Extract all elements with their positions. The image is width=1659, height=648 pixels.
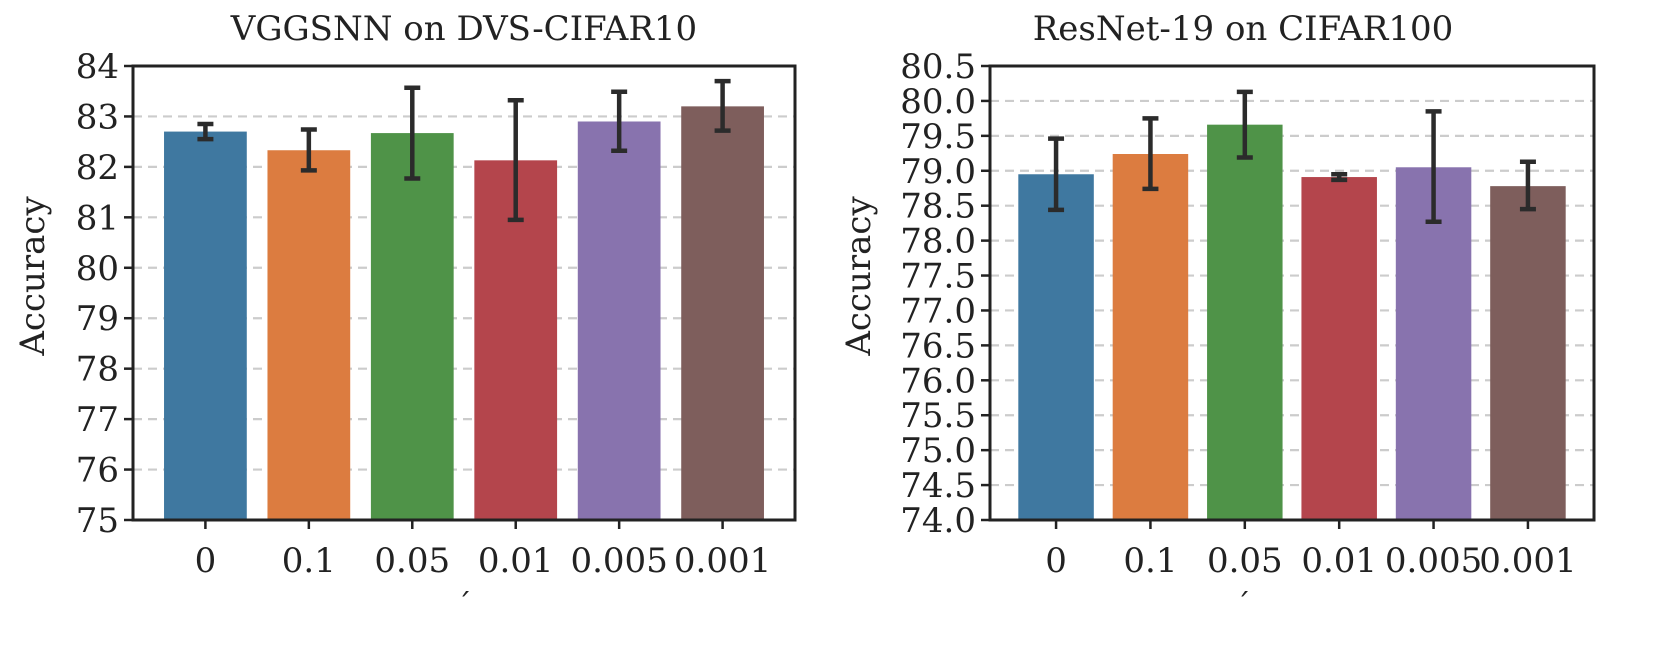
y-tick-label: 84 — [76, 47, 119, 87]
y-ticks: 75 76 77 78 79 80 81 82 83 84 — [76, 47, 133, 541]
chart-resnet19: ResNet-19 on CIFAR100 74.074.575.075.576… — [839, 9, 1596, 623]
y-tick-label: 75.0 — [900, 431, 976, 471]
y-tick-label: 76 — [76, 451, 119, 491]
y-tick-label: 79.0 — [900, 152, 976, 192]
error-bars — [197, 78, 731, 223]
bar — [1112, 154, 1189, 520]
x-axis-label: ´ — [457, 588, 472, 623]
y-tick-label: 82 — [76, 148, 119, 188]
x-tick-label: 0.1 — [1123, 541, 1177, 581]
y-tick-label: 77 — [76, 400, 119, 440]
bars — [164, 106, 764, 521]
y-tick-label: 80 — [76, 249, 119, 289]
x-tick-label: 0.001 — [1479, 541, 1576, 581]
y-tick-label: 74.5 — [900, 466, 976, 506]
y-tick-label: 79.5 — [900, 117, 976, 157]
y-tick-label: 76.5 — [900, 326, 976, 366]
chart-title: ResNet-19 on CIFAR100 — [1033, 9, 1454, 49]
y-tick-label: 78 — [76, 350, 119, 390]
bar — [1490, 186, 1566, 521]
x-tick-label: 0.001 — [674, 541, 771, 581]
bar — [681, 106, 764, 520]
x-tick-label: 0 — [195, 541, 217, 581]
y-axis-label: Accuracy — [13, 196, 53, 357]
y-tick-label: 80.0 — [900, 82, 976, 122]
y-tick-label: 74.0 — [900, 501, 976, 541]
x-tick-label: 0.01 — [478, 541, 554, 581]
y-ticks: 74.074.575.075.576.076.577.077.578.078.5… — [900, 47, 990, 541]
bar — [1018, 174, 1094, 520]
y-tick-label: 79 — [76, 299, 119, 339]
y-tick-label: 75 — [76, 501, 119, 541]
bars — [1018, 124, 1566, 521]
x-tick-label: 0.05 — [374, 541, 450, 581]
y-tick-label: 76.0 — [900, 361, 976, 401]
bar — [267, 150, 351, 520]
y-tick-label: 83 — [76, 97, 119, 137]
bar — [1395, 167, 1472, 520]
y-tick-label: 77.5 — [900, 257, 976, 297]
x-tick-label: 0.01 — [1301, 541, 1377, 581]
bar — [370, 133, 454, 520]
x-tick-label: 0.1 — [282, 541, 336, 581]
y-tick-label: 75.5 — [900, 396, 976, 436]
y-tick-label: 78.5 — [900, 187, 976, 227]
y-axis-label: Accuracy — [839, 196, 879, 357]
chart-title: VGGSNN on DVS-CIFAR10 — [230, 9, 697, 49]
x-tick-label: 0.005 — [570, 541, 667, 581]
y-tick-label: 80.5 — [900, 47, 976, 87]
bar — [164, 131, 247, 521]
bar — [1301, 177, 1377, 520]
chart-vggsnn: VGGSNN on DVS-CIFAR10 75 76 77 78 79 80 81 82 83… — [13, 9, 797, 623]
x-tick-label: 0 — [1045, 541, 1067, 581]
x-tick-label: 0.005 — [1385, 541, 1482, 581]
x-tick-label: 0.05 — [1207, 541, 1283, 581]
bar — [577, 121, 661, 520]
error-bars — [1048, 89, 1536, 225]
x-axis-label: ´ — [1236, 588, 1251, 623]
bar — [1207, 124, 1283, 520]
plot-frame — [131, 64, 797, 522]
plot-frame — [988, 64, 1596, 522]
y-tick-label: 81 — [76, 198, 119, 238]
y-tick-label: 77.0 — [900, 291, 976, 331]
y-tick-label: 78.0 — [900, 222, 976, 262]
